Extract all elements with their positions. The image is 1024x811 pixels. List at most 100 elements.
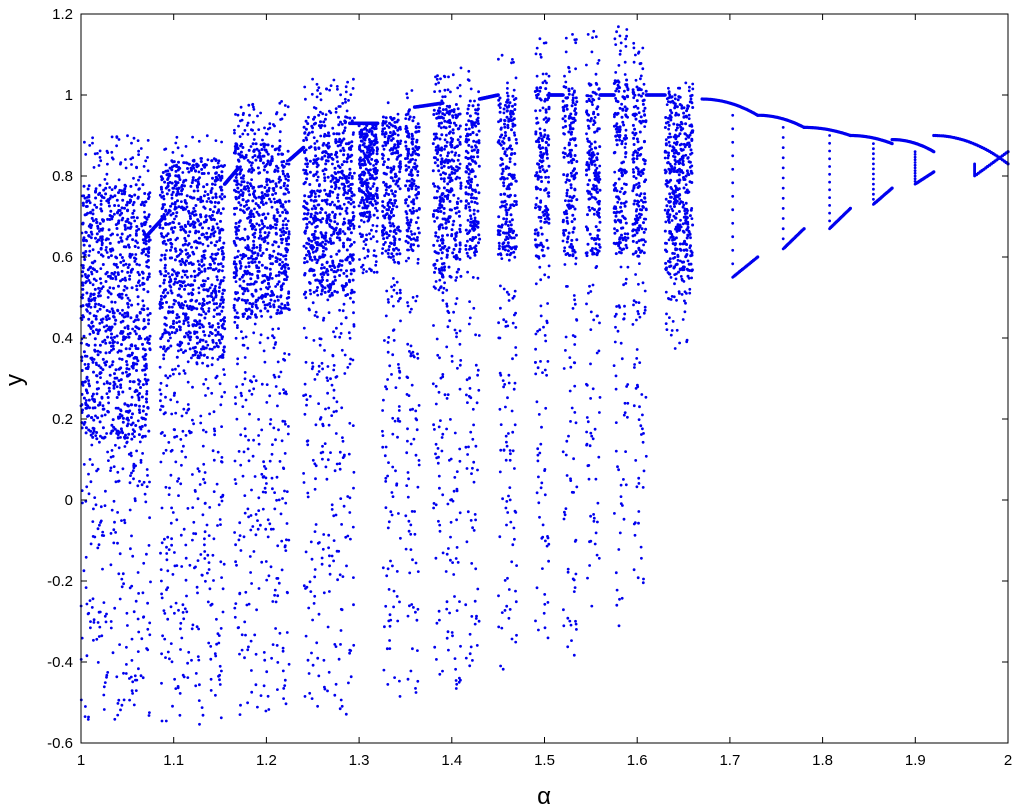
data-point (81, 408, 84, 412)
data-point (198, 351, 202, 355)
data-point (220, 197, 224, 201)
data-point (243, 299, 247, 302)
data-point (385, 574, 389, 578)
data-point (212, 579, 215, 582)
data-point (254, 289, 258, 293)
data-point (162, 278, 166, 282)
data-point (202, 282, 206, 286)
data-point (265, 132, 269, 136)
data-point (121, 572, 125, 576)
data-point (319, 242, 322, 246)
data-point (198, 326, 202, 330)
data-point (252, 120, 255, 124)
data-point (333, 220, 337, 224)
data-point (278, 631, 282, 635)
data-point (169, 289, 173, 292)
data-point (334, 153, 337, 157)
data-point (214, 244, 217, 247)
data-point (265, 180, 269, 183)
data-point (146, 474, 149, 477)
data-point (275, 208, 279, 212)
data-point (137, 378, 140, 382)
data-point (212, 537, 216, 541)
data-point (243, 289, 247, 293)
data-point (329, 84, 333, 87)
data-point (408, 115, 412, 119)
data-point (286, 105, 290, 109)
data-point (413, 162, 417, 166)
data-point (88, 201, 92, 205)
data-point (135, 284, 139, 288)
data-point (240, 286, 244, 290)
data-point (333, 214, 337, 218)
data-point (406, 112, 410, 116)
data-point (318, 337, 322, 340)
data-point (238, 135, 242, 139)
data-point (123, 227, 127, 231)
data-point (342, 202, 346, 206)
data-point (201, 242, 205, 246)
data-point (160, 335, 164, 339)
data-point (304, 162, 307, 166)
data-point (320, 284, 324, 287)
data-point (104, 186, 108, 190)
data-point (148, 516, 152, 520)
data-point (210, 391, 214, 395)
data-point (167, 305, 171, 309)
data-point (252, 138, 256, 141)
data-point (136, 241, 139, 245)
data-point (282, 272, 286, 275)
data-point (213, 179, 217, 182)
data-point (246, 216, 250, 220)
data-point (211, 553, 215, 557)
data-point (369, 187, 373, 191)
data-point (302, 481, 306, 484)
data-point (131, 432, 135, 436)
data-point (146, 313, 150, 317)
data-point (390, 189, 394, 193)
data-point (207, 307, 211, 310)
data-point (352, 240, 356, 244)
data-point (414, 130, 418, 134)
data-point (332, 514, 336, 518)
data-point (214, 139, 218, 143)
data-point (367, 217, 371, 221)
data-point (347, 146, 351, 150)
data-point (173, 428, 177, 432)
data-point (233, 149, 237, 153)
data-point (164, 208, 168, 212)
data-point (184, 556, 188, 560)
data-point (364, 243, 368, 247)
data-point (182, 280, 186, 284)
data-point (85, 602, 89, 606)
data-point (208, 262, 212, 266)
data-point (86, 187, 90, 191)
data-point (304, 393, 308, 397)
data-point (146, 156, 149, 159)
data-point (130, 216, 134, 219)
data-point (333, 203, 337, 207)
data-point (96, 467, 100, 471)
data-point (278, 392, 282, 395)
data-point (137, 227, 141, 231)
data-point (181, 611, 185, 614)
data-point (192, 189, 196, 193)
data-point (92, 314, 96, 318)
data-point (243, 356, 247, 359)
data-point (214, 195, 218, 199)
data-point (308, 394, 312, 398)
data-point (206, 244, 210, 248)
data-point (137, 178, 140, 182)
data-point (177, 494, 180, 497)
data-point (396, 184, 400, 188)
data-point (328, 218, 332, 222)
data-point (342, 454, 346, 458)
data-point (276, 594, 280, 598)
data-point (302, 205, 306, 208)
data-point (374, 206, 378, 210)
data-point (208, 300, 212, 304)
data-point (348, 496, 352, 500)
data-point (100, 209, 104, 213)
data-point (112, 465, 116, 468)
data-point (272, 346, 276, 350)
